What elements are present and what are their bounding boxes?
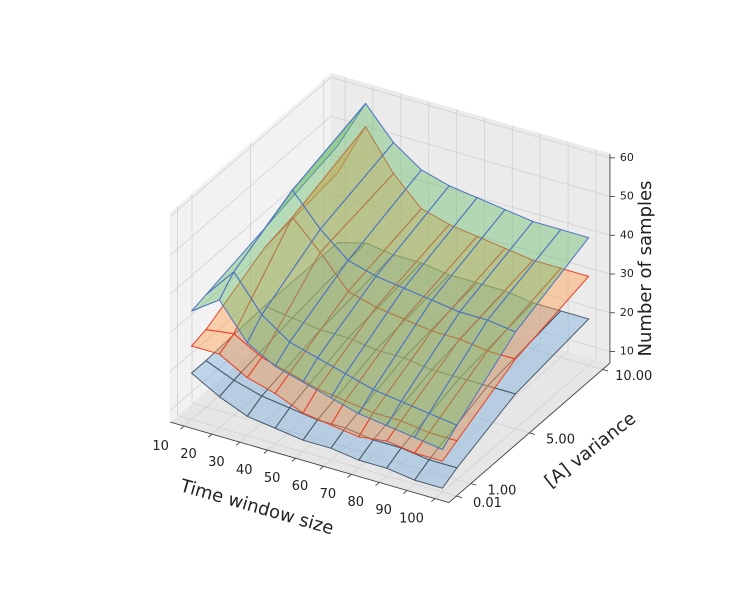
grid-line	[250, 351, 530, 434]
grid-line	[177, 415, 457, 497]
x-tick-label: 70	[320, 487, 337, 502]
surface-patch	[218, 270, 263, 344]
x-axis-line	[169, 421, 450, 503]
tick-mark	[207, 433, 213, 438]
z-tick-label: 30	[620, 267, 634, 280]
tick-mark	[602, 369, 609, 372]
grid-line	[169, 231, 332, 373]
grid-line	[169, 77, 332, 218]
x-tick-label: 30	[208, 455, 225, 470]
x-tick-label: 90	[375, 503, 392, 518]
tick-mark	[529, 432, 536, 435]
x-tick-label: 50	[264, 471, 281, 486]
grid-line	[330, 231, 611, 314]
tick-mark	[235, 441, 241, 446]
tick-mark	[403, 490, 408, 494]
z-tick-label: 60	[620, 151, 634, 164]
grid-line	[169, 193, 332, 334]
tick-mark	[180, 425, 185, 430]
grid-line	[169, 115, 332, 256]
grid-line	[330, 115, 611, 198]
y-tick-label: 10.00	[615, 369, 652, 384]
tick-mark	[431, 498, 436, 503]
y-axis-line	[448, 362, 611, 503]
z-tick-label: 40	[620, 228, 634, 241]
z-tick-label: 20	[620, 306, 634, 319]
tick-mark	[456, 495, 463, 499]
x-tick-label: 20	[180, 447, 197, 462]
surface-patch	[413, 459, 458, 489]
grid-line	[330, 76, 611, 159]
tick-mark	[263, 449, 268, 454]
y-tick-label: 0.01	[473, 496, 502, 511]
tick-mark	[291, 457, 296, 462]
x-tick-label: 80	[348, 495, 365, 510]
z-tick-label: 10	[620, 344, 634, 357]
grid-line	[330, 270, 611, 352]
x-tick-label: 60	[292, 479, 309, 494]
grid-line	[323, 288, 603, 370]
y-tick-label: 5.00	[546, 433, 575, 448]
surface-patch	[413, 412, 458, 451]
x-tick-label: 40	[236, 463, 253, 478]
y-tick-label: 1.00	[488, 483, 517, 498]
x-tick-label: 100	[399, 511, 424, 526]
z-tick-label: 50	[620, 190, 634, 203]
grid-line	[169, 154, 332, 295]
tick-mark	[347, 474, 352, 478]
tick-mark	[470, 483, 477, 486]
tick-mark	[319, 465, 324, 470]
grid-line	[191, 402, 472, 484]
tick-mark	[375, 482, 380, 486]
z-axis-label: Number of samples	[635, 181, 656, 357]
x-tick-label: 10	[152, 439, 169, 454]
grid-line	[169, 270, 332, 411]
